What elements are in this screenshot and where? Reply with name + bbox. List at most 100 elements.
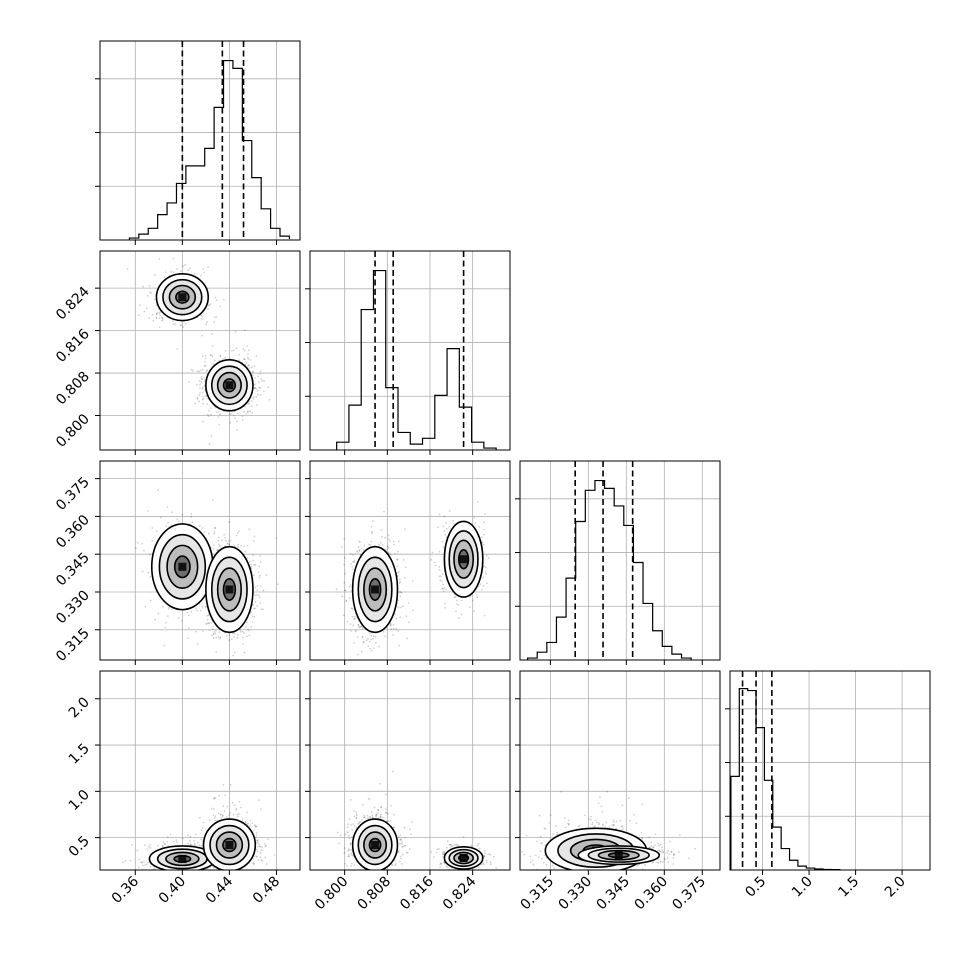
sample-point [157,612,160,615]
sample-point [214,819,217,822]
sample-point [342,614,345,617]
sample-point [210,634,213,637]
sample-point [217,410,220,412]
scatter-panel-2-0 [95,460,301,665]
sample-point [224,536,227,539]
sample-point [153,274,156,277]
sample-point [161,319,164,322]
sample-point [213,631,216,633]
sample-point [147,861,150,864]
sample-point [382,631,385,633]
sample-point [259,372,261,375]
sample-point [233,632,236,635]
sample-point [203,376,206,379]
sample-point [252,396,255,399]
sample-point [148,317,151,319]
sample-point [256,393,259,396]
sample-point [213,532,216,535]
sample-point [258,565,261,568]
sample-point [159,311,162,313]
sample-point [149,865,152,868]
sample-point [200,274,202,277]
sample-point [273,854,276,856]
sample-point [187,614,190,617]
sample-point [443,587,446,589]
sample-point [219,355,222,357]
sample-point [389,553,392,555]
sample-point [249,560,251,563]
sample-point [207,266,209,269]
sample-point [246,345,249,347]
sample-point [260,585,262,587]
sample-point [373,647,375,650]
sample-point [223,533,226,536]
sample-point [161,316,163,319]
sample-point [265,574,268,576]
sample-point [361,627,364,630]
axes-frame [729,670,931,871]
sample-point [399,595,402,598]
sample-point [476,501,479,503]
sample-point [149,847,152,849]
sample-point [486,582,488,585]
sample-point [202,821,205,824]
sample-point [396,558,399,561]
sample-point [243,329,246,332]
sample-point [363,544,366,547]
sample-point [202,397,205,400]
sample-point [170,270,173,273]
sample-point [161,318,164,321]
sample-point [144,605,147,608]
contour-line [351,545,399,634]
sample-point [442,546,445,549]
sample-point [362,640,365,643]
sample-point [433,561,436,564]
sample-point [397,550,399,553]
sample-point [227,540,230,543]
sample-point [208,304,211,306]
sample-point [397,540,400,543]
sample-point [255,855,257,858]
sample-point [141,864,144,867]
sample-point [167,521,170,524]
sample-point [210,413,212,416]
sample-point [212,808,215,810]
histogram [730,688,841,870]
sample-point [252,857,255,860]
sample-point [236,429,238,432]
sample-point [204,364,207,367]
sample-point [147,295,149,297]
contour-line [210,556,248,623]
sample-point [351,566,354,568]
sample-point [454,595,457,598]
sample-point [262,589,265,592]
sample-point [443,515,446,518]
sample-point [241,415,244,418]
sample-point [254,377,257,379]
sample-point [253,563,256,566]
sample-point [255,355,258,357]
sample-point [155,317,158,320]
sample-point [161,316,164,319]
sample-point [206,369,209,372]
sample-point [190,515,193,518]
sample-point [211,628,214,631]
sample-point [200,377,203,380]
sample-point [387,534,390,537]
sample-point [164,626,167,629]
sample-point [398,582,401,584]
sample-point [215,299,218,302]
sample-point [228,413,231,416]
sample-point [201,420,204,423]
sample-point [372,637,374,640]
sample-point [460,599,463,602]
panel-body [100,251,300,450]
sample-point [393,543,396,546]
sample-point [452,522,455,525]
sample-point [200,829,203,832]
sample-point [148,285,151,287]
sample-point [213,321,216,323]
sample-point [246,628,249,631]
sample-point [212,547,215,550]
sample-point [205,370,208,373]
